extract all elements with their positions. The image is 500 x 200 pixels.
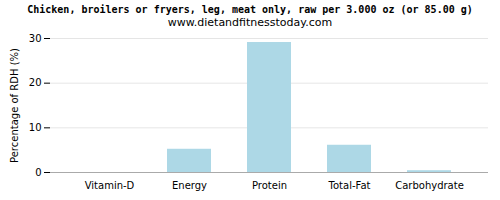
svg-text:Carbohydrate: Carbohydrate [395,180,464,191]
html-text:Chicken, broilers or fryers, l: Chicken, broilers or fryers, leg, meat o… [27,4,473,15]
svg-text:20: 20 [29,77,42,88]
svg-text:Percentage of RDH (%): Percentage of RDH (%) [9,48,20,163]
svg-text:Energy: Energy [172,180,207,191]
svg-text:Protein: Protein [252,180,287,191]
svg-text:Total-Fat: Total-Fat [328,180,371,191]
svg-text:30: 30 [29,33,42,44]
html-text:www.dietandfitnesstoday.com: www.dietandfitnesstoday.com [167,16,333,29]
svg-text:0: 0 [35,167,41,178]
svg-text:10: 10 [29,122,42,133]
svg-text:Vitamin-D: Vitamin-D [85,180,135,191]
